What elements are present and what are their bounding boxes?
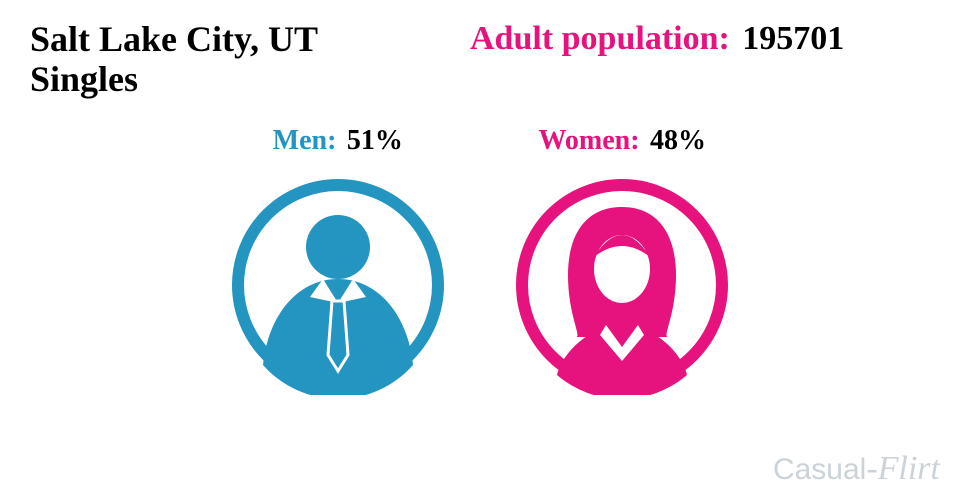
population-label: Adult population: <box>470 20 730 57</box>
women-label: Women: <box>538 125 639 156</box>
population-block: Adult population: 195701 <box>470 20 844 58</box>
brand-part2: -Flirt <box>866 450 940 487</box>
title-line-2: Singles <box>30 60 318 100</box>
brand-part1: Casual <box>773 453 866 486</box>
brand-watermark: Casual-Flirt <box>773 450 940 488</box>
women-label-row: Women: 48% <box>512 125 732 157</box>
women-value: 48% <box>650 125 706 156</box>
men-label: Men: <box>273 125 337 156</box>
men-label-row: Men: 51% <box>228 125 448 157</box>
women-stat: Women: 48% <box>512 125 732 400</box>
population-value: 195701 <box>742 20 844 57</box>
man-icon <box>228 175 448 400</box>
title-block: Salt Lake City, UT Singles <box>30 20 318 99</box>
title-line-1: Salt Lake City, UT <box>30 20 318 60</box>
men-value: 51% <box>347 125 403 156</box>
men-stat: Men: 51% <box>228 125 448 400</box>
stats-row: Men: 51% <box>0 125 960 400</box>
woman-icon <box>512 175 732 400</box>
infographic-container: Salt Lake City, UT Singles Adult populat… <box>0 0 960 502</box>
